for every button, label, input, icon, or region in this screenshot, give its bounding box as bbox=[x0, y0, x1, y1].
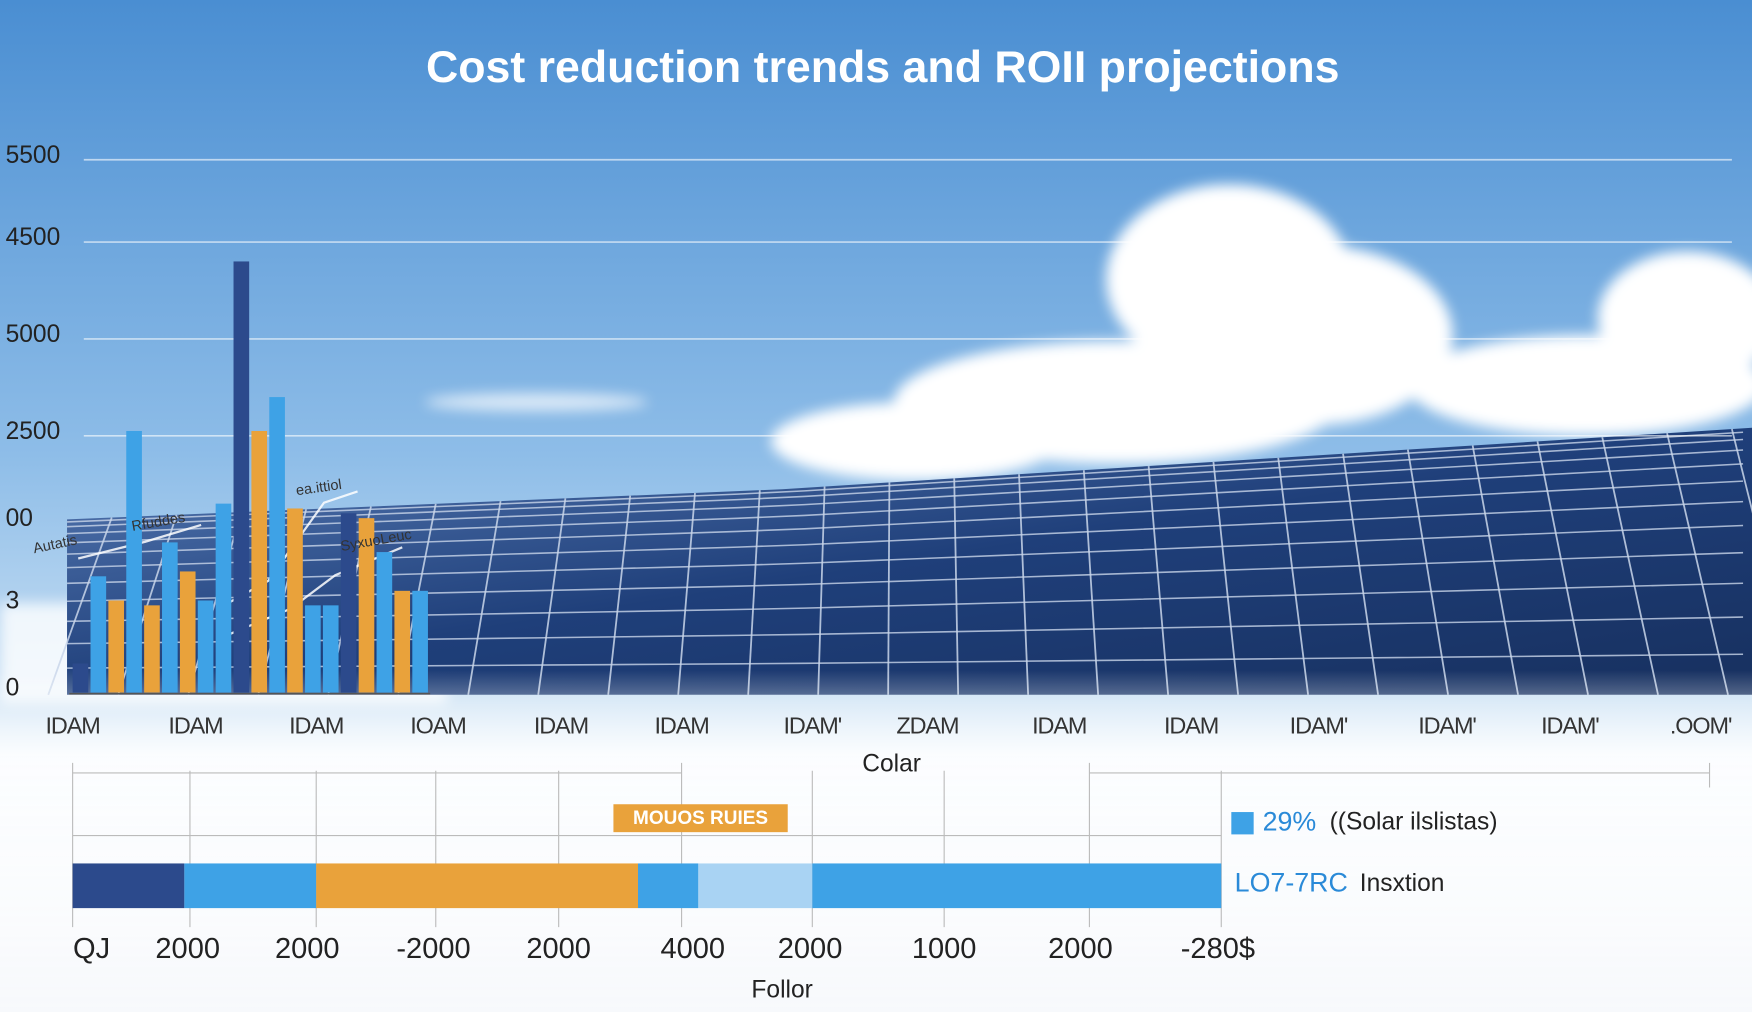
panel-column bbox=[537, 498, 567, 695]
x-tick-label: IDAM bbox=[1164, 712, 1218, 738]
bar bbox=[108, 600, 125, 693]
x-tick-label: IOAM bbox=[410, 712, 465, 738]
x-tick-label: .OOM' bbox=[1670, 712, 1732, 738]
panel-column bbox=[677, 492, 696, 695]
x-tick-label: 2000 bbox=[526, 933, 591, 965]
x-tick-label: 2000 bbox=[275, 933, 340, 965]
badge: MOUOS RUIES bbox=[633, 808, 768, 829]
x-tick-label: IDAM' bbox=[784, 712, 842, 738]
y-tick-label: 00 bbox=[6, 505, 33, 532]
panel-column bbox=[817, 486, 826, 695]
panel-column bbox=[1601, 437, 1659, 695]
x-axis-label: Follor bbox=[751, 976, 812, 1003]
annotation: ea.ittiol bbox=[295, 477, 343, 499]
bar bbox=[251, 430, 268, 693]
x-tick-label: IDAM' bbox=[1418, 712, 1476, 738]
panel-column bbox=[1406, 449, 1449, 695]
panel-column bbox=[1082, 470, 1100, 695]
bar bbox=[162, 542, 178, 693]
y-tick-label: 0 bbox=[6, 675, 20, 702]
panel-column bbox=[467, 500, 502, 695]
bar-segment bbox=[184, 863, 317, 909]
x-tick-label: -280$ bbox=[1181, 933, 1255, 965]
bar bbox=[412, 590, 428, 693]
x-tick-label: IDAM' bbox=[1290, 712, 1348, 738]
x-tick-label: 2000 bbox=[155, 933, 220, 965]
bar-segment bbox=[72, 863, 185, 909]
panel-column bbox=[1666, 432, 1729, 695]
bar bbox=[144, 605, 160, 693]
panel-column bbox=[1471, 445, 1519, 695]
panel-column bbox=[1731, 428, 1752, 514]
x-tick-label: QJ bbox=[73, 933, 110, 965]
y-tick-label: 5500 bbox=[6, 142, 61, 169]
bar bbox=[340, 513, 357, 693]
legend-value: LO7-7RC bbox=[1235, 868, 1348, 898]
panel-row bbox=[67, 431, 1744, 523]
bar-segment bbox=[638, 863, 699, 909]
bar-segment bbox=[316, 863, 639, 909]
x-tick-label: IDAM bbox=[46, 712, 100, 738]
panel-column bbox=[187, 511, 243, 696]
bar bbox=[233, 261, 250, 693]
bar bbox=[305, 605, 321, 693]
bar-segment bbox=[812, 863, 1222, 909]
x-tick-label: 2000 bbox=[1048, 933, 1113, 965]
bar bbox=[376, 552, 393, 693]
bar bbox=[322, 605, 339, 693]
bar bbox=[126, 430, 142, 693]
bar bbox=[179, 571, 196, 693]
y-tick-label: 3 bbox=[6, 587, 20, 614]
y-tick-label: 4500 bbox=[6, 224, 61, 251]
bar bbox=[72, 663, 89, 693]
x-tick-label: IDAM bbox=[1032, 712, 1086, 738]
y-tick-label: 2500 bbox=[6, 418, 61, 445]
panel-column bbox=[1018, 474, 1030, 695]
legend-value: 29% bbox=[1263, 806, 1317, 836]
legend-text: ((Solar ilslistas) bbox=[1330, 809, 1498, 836]
x-tick-label: IDAM bbox=[654, 712, 708, 738]
panel-column bbox=[1212, 461, 1239, 695]
legend-text: Insxtion bbox=[1360, 870, 1445, 897]
panel-column bbox=[1277, 457, 1309, 695]
panel-column bbox=[1536, 441, 1589, 695]
panel-column bbox=[1342, 453, 1379, 695]
x-tick-label: IDAM bbox=[534, 712, 588, 738]
x-tick-label: ZDAM bbox=[896, 712, 958, 738]
bar bbox=[358, 518, 375, 693]
bar bbox=[287, 508, 303, 693]
y-tick-label: 5000 bbox=[6, 321, 61, 348]
badge-bg bbox=[613, 804, 788, 833]
solar-panels bbox=[47, 427, 1752, 696]
x-tick-label: 1000 bbox=[912, 933, 977, 965]
legend-swatch bbox=[1231, 812, 1254, 835]
x-tick-label: IDAM bbox=[168, 712, 222, 738]
x-tick-label: IDAM' bbox=[1541, 712, 1599, 738]
panel-column bbox=[953, 478, 960, 695]
panel-column bbox=[1147, 465, 1170, 695]
x-tick-label: 4000 bbox=[660, 933, 725, 965]
x-tick-label: IDAM bbox=[289, 712, 343, 738]
bar bbox=[269, 397, 285, 693]
bar bbox=[394, 590, 411, 693]
panel-column bbox=[607, 495, 632, 695]
panel-column bbox=[47, 517, 113, 696]
chart-title: Cost reduction trends and ROII projectio… bbox=[426, 43, 1340, 92]
bar bbox=[215, 503, 232, 693]
bar bbox=[197, 600, 214, 693]
bottom-fade bbox=[0, 670, 1752, 1012]
bar-segment bbox=[698, 863, 813, 909]
panel-column bbox=[747, 490, 761, 695]
x-tick-label: -2000 bbox=[396, 933, 470, 965]
x-tick-label: 2000 bbox=[778, 933, 843, 965]
x-axis-label: Colar bbox=[862, 751, 921, 778]
panel-surface bbox=[67, 427, 1752, 695]
panel-column bbox=[887, 482, 891, 695]
bar bbox=[90, 576, 107, 693]
